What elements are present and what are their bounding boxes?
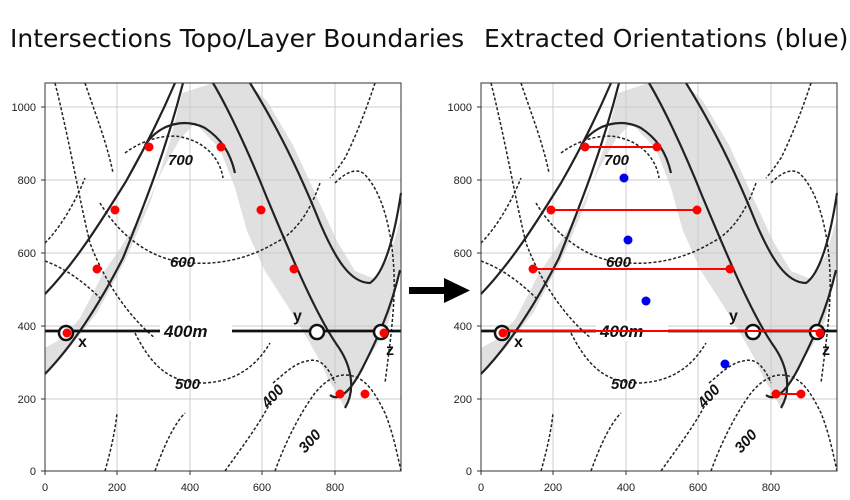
orientation-point [720, 359, 730, 369]
contour-label-700: 700 [604, 152, 630, 169]
intersection-point [771, 389, 781, 399]
point-label-x: x [78, 334, 87, 351]
right-y-tick-labels: 0 200 400 600 800 1000 [448, 102, 472, 478]
x-tick-label: 800 [326, 482, 344, 494]
y-tick-label: 0 [30, 466, 36, 478]
left-panel-title: Intersections Topo/Layer Boundaries [10, 24, 465, 53]
intersection-point [692, 205, 702, 215]
orientation-point [619, 173, 629, 183]
right-x-tick-labels: 0 200 400 600 800 [478, 482, 780, 494]
intersection-point [335, 389, 345, 399]
contour-label-600: 600 [606, 254, 632, 271]
intersection-point [62, 328, 72, 338]
y-tick-label: 200 [454, 394, 472, 406]
contour-label-500: 500 [175, 376, 201, 393]
x-tick-label: 200 [108, 482, 126, 494]
orientation-point [623, 235, 633, 245]
intersection-point [546, 205, 556, 215]
intersection-point [92, 264, 102, 274]
y-tick-label: 1000 [448, 102, 472, 114]
x-tick-label: 600 [689, 482, 707, 494]
contour-label-300: 300 [731, 426, 761, 456]
x-tick-label: 400 [617, 482, 635, 494]
y-tick-label: 0 [466, 466, 472, 478]
point-label-x: x [514, 334, 523, 351]
x-tick-label: 800 [762, 482, 780, 494]
y-tick-label: 200 [18, 394, 36, 406]
intersection-point [815, 328, 825, 338]
left-x-tick-labels: 0 200 400 600 800 [42, 482, 344, 494]
left-panel: 700 600 500 400 300 400m x y z [39, 81, 403, 477]
y-tick-label: 800 [454, 175, 472, 187]
x-tick-label: 200 [544, 482, 562, 494]
intersection-points [62, 142, 389, 399]
intersection-point [725, 264, 735, 274]
point-label-y: y [293, 308, 302, 325]
y-tick-label: 1000 [12, 102, 36, 114]
intersection-point [110, 205, 120, 215]
y-tick-label: 600 [18, 248, 36, 260]
contour-label-500: 500 [611, 376, 637, 393]
x-tick-label: 400 [181, 482, 199, 494]
y-tick-label: 600 [454, 248, 472, 260]
x-tick-label: 0 [478, 482, 484, 494]
contour-label-700: 700 [168, 152, 194, 169]
left-y-tick-labels: 0 200 400 600 800 1000 [12, 102, 36, 478]
orientation-points [619, 173, 730, 369]
intersection-point [216, 142, 226, 152]
intersection-point [652, 142, 662, 152]
right-panel-title: Extracted Orientations (blue) [484, 24, 849, 53]
contour-label-600: 600 [170, 254, 196, 271]
intersection-point [289, 264, 299, 274]
contour-label-400m: 400m [163, 322, 207, 341]
intersection-point [144, 142, 154, 152]
intersection-point [498, 328, 508, 338]
y-tick-label: 400 [454, 321, 472, 333]
x-tick-label: 600 [253, 482, 271, 494]
intersection-point [360, 389, 370, 399]
x-tick-label: 0 [42, 482, 48, 494]
point-label-z: z [386, 342, 394, 359]
intersection-point [379, 328, 389, 338]
intersection-point [796, 389, 806, 399]
intersection-point [528, 264, 538, 274]
orientation-point [641, 296, 651, 306]
y-tick-label: 800 [18, 175, 36, 187]
intersection-point [256, 205, 266, 215]
point-label-y: y [729, 308, 738, 325]
strike-lines [503, 146, 820, 395]
arrow-right-icon [409, 278, 470, 303]
intersection-points [498, 142, 825, 399]
intersection-point [580, 142, 590, 152]
point-label-z: z [822, 342, 830, 359]
y-tick-label: 400 [18, 321, 36, 333]
right-panel: 700 600 500 400 300 400m x y z [475, 81, 839, 477]
contour-label-300: 300 [295, 426, 325, 456]
